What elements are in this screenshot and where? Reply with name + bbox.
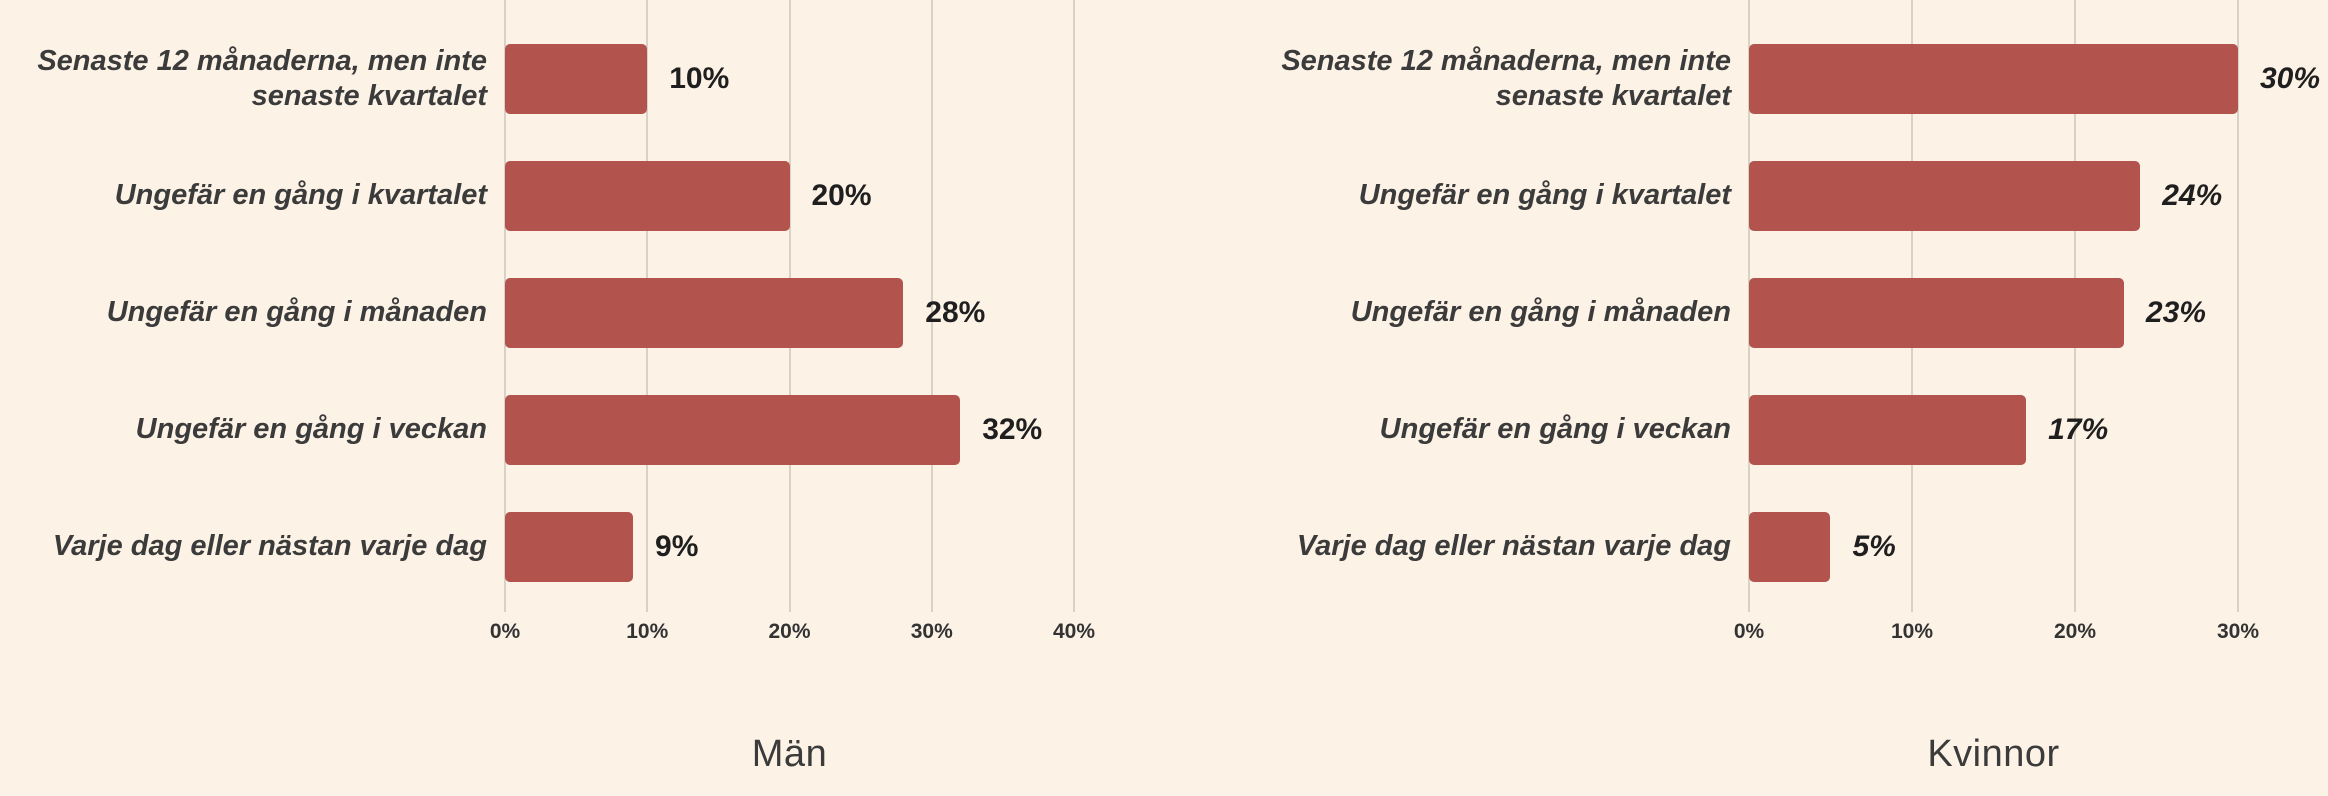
gridline (930, 0, 933, 612)
bar-row: 20% (505, 137, 1074, 254)
bar-row: 28% (505, 254, 1074, 371)
bar-row: 32% (505, 371, 1074, 488)
bar-rows: 30% 24% 23% 17% 5% (1749, 20, 2320, 605)
category-label: Senaste 12 månaderna, men inte senaste k… (37, 45, 487, 112)
bar-row: 30% (1749, 20, 2320, 137)
category-labels: Senaste 12 månaderna, men inte senaste k… (0, 20, 505, 605)
value-label: 32% (982, 412, 1043, 446)
bar (1749, 511, 1831, 582)
bar (505, 277, 904, 348)
bar-row: 5% (1749, 488, 2238, 605)
bar (1749, 160, 2141, 231)
bar (505, 394, 961, 465)
chart-title: Kvinnor (1927, 733, 2060, 775)
bar-row: 17% (1749, 371, 2238, 488)
category-label: Varje dag eller nästan varje dag (1296, 530, 1731, 563)
bar-row: 9% (505, 488, 1074, 605)
bar-row: 24% (1749, 137, 2238, 254)
category-label: Senaste 12 månaderna, men inte senaste k… (1281, 45, 1731, 112)
value-label: 10% (669, 61, 730, 95)
bar-rows: 10% 20% 28% 32% 9% (505, 20, 1074, 605)
category-label: Ungefär en gång i veckan (135, 413, 487, 446)
category-label: Varje dag eller nästan varje dag (52, 530, 487, 563)
x-axis-tick-label: 0% (1733, 620, 1765, 643)
x-axis-tick-label: 30% (910, 620, 953, 643)
value-label: 28% (925, 295, 986, 329)
x-axis-tick-label: 40% (1052, 620, 1096, 643)
x-axis-tick-label: 30% (2216, 620, 2260, 643)
x-axis: 0% 10% 20% 30% 40% (490, 612, 1095, 656)
bar-row: 10% (505, 20, 1074, 137)
plot-area: 10% 20% 28% 32% 9% 0% 10% 20% 30% 40% (490, 0, 1164, 643)
x-axis-tick-label: 0% (489, 620, 521, 643)
category-label: Ungefär en gång i kvartalet (114, 179, 487, 212)
bar (1749, 277, 2124, 348)
value-label: 20% (811, 178, 872, 212)
value-label: 5% (1852, 529, 1896, 563)
x-axis-tick-label: 20% (2053, 620, 2096, 643)
category-label: Ungefär en gång i veckan (1379, 413, 1731, 446)
bar (1749, 43, 2238, 114)
value-label: 17% (2048, 412, 2109, 446)
x-axis-tick-label: 10% (1890, 620, 1933, 643)
chart-panel: Senaste 12 månaderna, men inte senaste k… (0, 0, 1164, 775)
bar-row: 23% (1749, 254, 2238, 371)
gridline (2237, 0, 2239, 612)
category-label: Ungefär en gång i månaden (106, 296, 487, 329)
category-label: Ungefär en gång i månaden (1350, 296, 1731, 329)
category-labels: Senaste 12 månaderna, men inte senaste k… (1164, 20, 1749, 605)
value-label: 24% (2162, 178, 2223, 212)
gridline (1073, 0, 1075, 612)
bar (1749, 394, 2027, 465)
bar (505, 511, 634, 582)
value-label: 30% (2260, 61, 2321, 95)
plot-area: 30% 24% 23% 17% 5% 0% 10% 20% 30% (1734, 0, 2328, 643)
x-axis-tick-label: 20% (768, 620, 811, 643)
value-label: 23% (2145, 295, 2206, 329)
chart-panel: Senaste 12 månaderna, men inte senaste k… (1164, 0, 2328, 796)
value-label: 9% (655, 529, 699, 563)
bar (505, 160, 790, 231)
x-axis-tick-label: 10% (626, 620, 669, 643)
chart-title: Män (751, 733, 828, 775)
bar (505, 43, 648, 114)
x-axis: 0% 10% 20% 30% (1734, 612, 2259, 656)
category-label: Ungefär en gång i kvartalet (1358, 179, 1731, 212)
